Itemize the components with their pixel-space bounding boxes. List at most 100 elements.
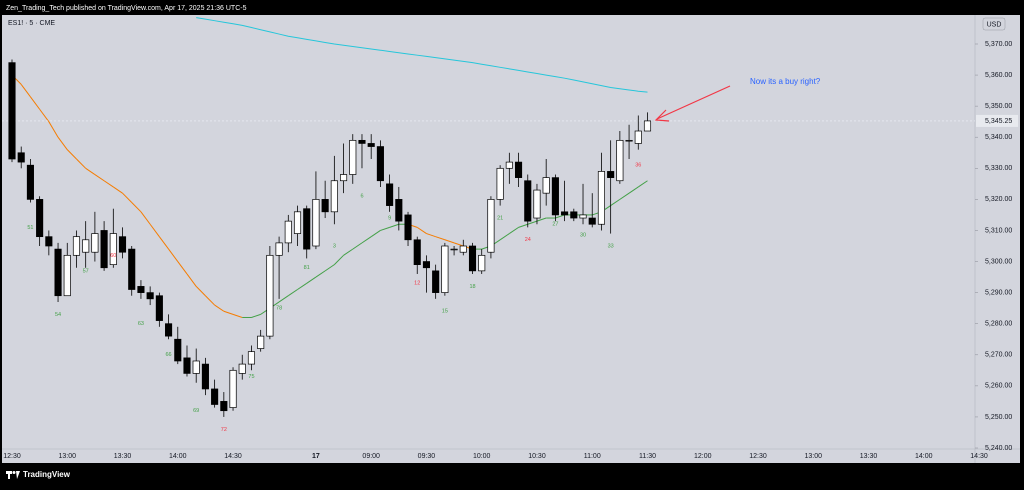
moving-average-segment [85,167,96,175]
candle-body [386,183,394,206]
moving-average-segment [453,242,464,247]
candle-body [165,323,173,337]
moving-average-segment [149,223,160,237]
moving-average-segment [361,236,372,244]
moving-average-segment [140,211,151,225]
candle-body [478,254,486,272]
candle-body [36,199,44,238]
moving-average-segment [610,198,621,207]
candle-body [137,286,145,293]
bar-count: 18 [469,284,475,290]
candle-body [561,211,569,216]
moving-average-segment [426,233,436,238]
candle-body [459,245,467,253]
y-tick-label: 5,240.00 [985,445,1012,452]
annotation: Now its a buy right? [750,77,821,86]
candle-body [220,401,228,412]
candle-body [588,217,596,225]
bar-count: 78 [276,306,282,312]
candle-body [579,214,587,219]
candle-body [284,220,292,244]
moving-average-segment [527,220,538,225]
arrow [654,85,731,122]
y-tick-label: 5,350.00 [985,103,1012,110]
y-tick-label: 5,270.00 [985,352,1012,359]
candle-body [496,167,504,200]
bar-count: 15 [442,309,448,315]
moving-average-segment [20,84,31,98]
candle-body [128,248,136,290]
y-tick-label: 5,320.00 [985,196,1012,203]
moving-average-segment [113,186,123,194]
x-tick-label: 14:30 [224,453,242,460]
x-tick-label: 12:00 [694,453,712,460]
moving-average-segment [122,192,133,203]
y-tick-label: 5,250.00 [985,414,1012,421]
moving-average-segment [343,248,354,256]
header-text: Zen_Trading_Tech published on TradingVie… [6,5,247,12]
candle-body [625,139,633,142]
bar-count: 63 [138,321,144,327]
x-tick-label: 14:00 [169,453,187,460]
candle-body [275,242,283,256]
candle-body [155,295,163,321]
x-tick-label: 12:30 [749,453,767,460]
candle-body [211,388,219,405]
y-tick-label: 5,300.00 [985,258,1012,265]
plot: 5154576063666972757881369121518212427303… [2,17,975,433]
candle-body [542,177,550,194]
bar-count: 57 [83,268,89,274]
x-tick-label: 11:00 [584,453,601,460]
candle-body [26,164,34,200]
bar-count: 6 [360,194,363,200]
candle-body [229,369,237,408]
moving-average-segment [103,180,114,188]
footer-brand: TradingView [23,470,71,479]
y-tick-label: 5,370.00 [985,41,1012,48]
legend: ES1! · 5 · CME [8,20,55,27]
moving-average-segment [39,108,50,122]
candle-body [422,261,431,269]
candle-body [330,180,338,213]
moving-average-segment [76,158,87,169]
candle-body [100,230,108,269]
candle-body [551,177,559,216]
moving-average-segment [251,313,261,318]
moving-average-segment [499,233,510,241]
candle-body [146,292,154,300]
moving-average-segment [370,230,381,238]
bar-count: 3 [333,243,336,249]
candle-body [266,254,274,337]
x-tick-label: 10:00 [473,453,491,460]
candle-body [303,208,311,250]
moving-average-segment [324,264,335,272]
candle-body [616,139,624,182]
chart-background [2,15,1020,463]
x-tick-label: 10:30 [528,453,546,460]
y-tick-label: 5,290.00 [985,289,1012,296]
bar-count: 21 [497,215,503,221]
moving-average-segment [628,186,639,194]
bar-count: 24 [525,237,531,243]
candle-body [183,357,191,374]
x-tick-label: 17 [312,453,320,460]
moving-average-segment [30,96,41,110]
x-tick-label: 13:30 [860,453,878,460]
moving-average-segment [444,239,455,244]
candle-body [634,130,642,144]
candle-body [238,363,246,374]
moving-average-segment [288,289,298,297]
candle-body [174,338,182,362]
x-tick-label: 13:00 [805,453,823,460]
y-tick-label: 5,280.00 [985,321,1012,328]
candle-body [514,161,523,178]
moving-average-segment [48,121,59,138]
bar-count: 81 [304,265,310,271]
moving-average-segment [619,192,630,200]
moving-average-segment [297,282,307,290]
moving-average-segment [223,310,234,315]
bar-count: 27 [552,222,558,228]
candle-body [404,214,412,241]
candle-body [607,171,615,178]
